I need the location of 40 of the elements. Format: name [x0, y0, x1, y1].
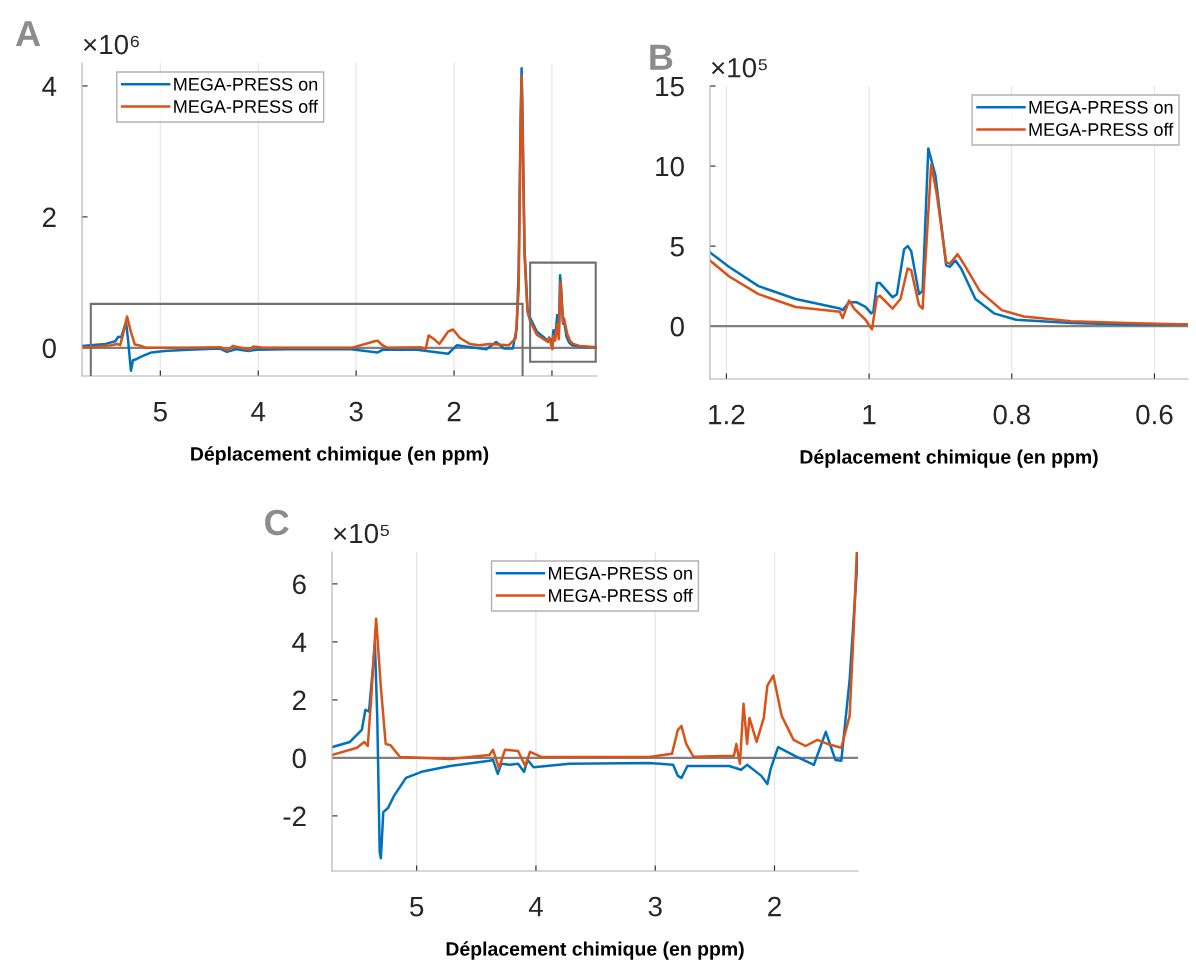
chart-title: A — [15, 21, 41, 47]
y-tick-label: 0 — [292, 748, 306, 769]
y-tick-label: -2 — [283, 806, 306, 826]
text: ×10⁵ — [333, 523, 389, 544]
legend-label: MEGA-PRESS off — [174, 99, 318, 113]
x-axis-title: Déplacement chimique (en ppm) — [446, 941, 744, 960]
chart-title: C — [265, 509, 289, 536]
x-tick-label: 3 — [648, 896, 662, 917]
x-tick-label: 0.6 — [1136, 404, 1173, 425]
x-axis-title: Déplacement chimique (en ppm) — [191, 446, 489, 465]
y-tick-label: 4 — [292, 632, 307, 652]
x-tick-label: 5 — [410, 897, 424, 917]
legend-label: MEGA-PRESS off — [549, 588, 693, 602]
y-tick-label: 6 — [292, 574, 306, 595]
text: ×10⁶ — [83, 34, 139, 55]
x-axis-title: Déplacement chimique (en ppm) — [800, 449, 1098, 468]
x-tick-label: 1 — [546, 402, 559, 422]
x-tick-label: 5 — [153, 402, 167, 422]
y-tick-label: 15 — [656, 76, 684, 97]
x-tick-label: 4 — [251, 402, 266, 422]
x-tick-label: 1 — [863, 405, 876, 425]
x-tick-label: 2 — [768, 896, 781, 917]
y-tick-label: 2 — [42, 207, 56, 227]
y-tick-label: 4 — [42, 76, 57, 96]
text: ×10⁵ — [711, 57, 767, 78]
x-tick-label: 2 — [447, 401, 461, 422]
chart-title: B — [650, 44, 673, 70]
y-tick-label: 0 — [42, 338, 56, 359]
y-tick-label: 0 — [670, 316, 684, 337]
legend-label: MEGA-PRESS on — [174, 77, 318, 91]
x-tick-label: 4 — [528, 897, 543, 917]
legend-label: MEGA-PRESS off — [1029, 122, 1174, 136]
legend-label: MEGA-PRESS on — [1029, 100, 1173, 114]
y-tick-label: 5 — [670, 237, 684, 257]
legend-label: MEGA-PRESS on — [549, 566, 692, 580]
x-tick-label: 0.8 — [993, 404, 1030, 425]
x-tick-label: 1.2 — [709, 404, 745, 425]
y-tick-label: 10 — [656, 156, 684, 177]
x-tick-label: 3 — [349, 401, 363, 422]
y-tick-label: 2 — [292, 690, 306, 710]
